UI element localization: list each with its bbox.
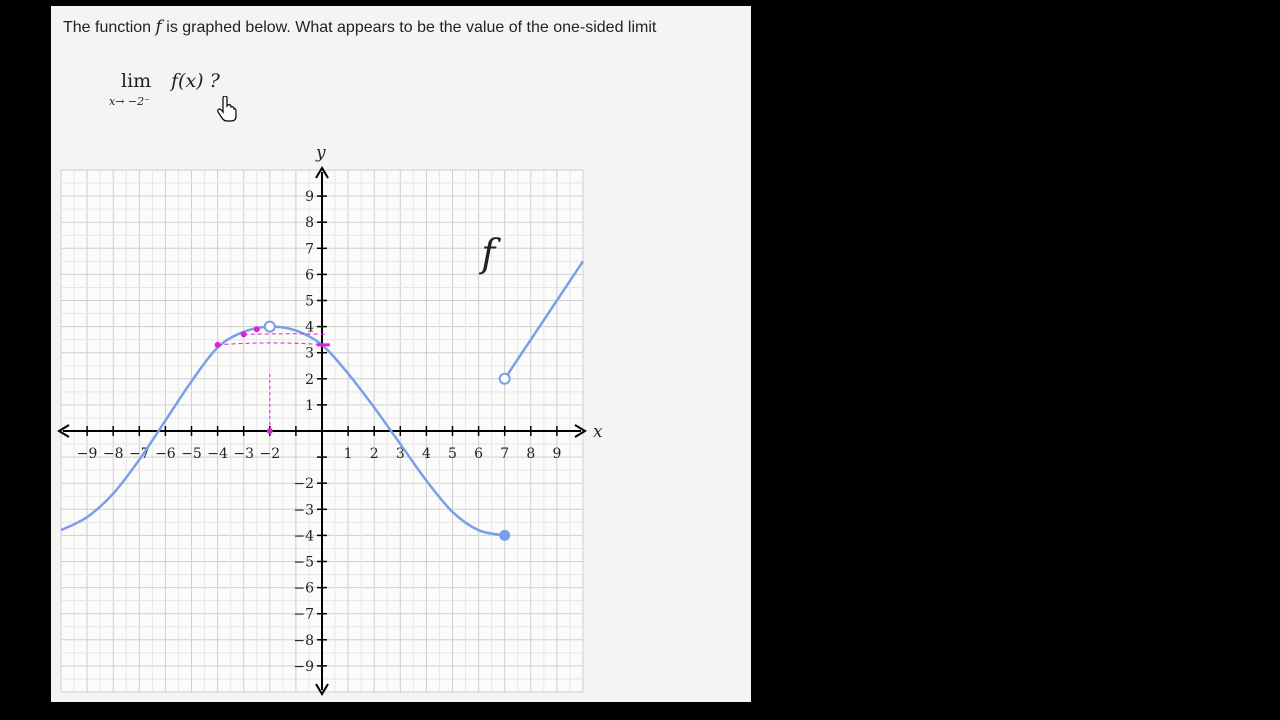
- annotation-point: [214, 341, 221, 348]
- graph-axes: [57, 166, 587, 696]
- y-tick-label: −6: [293, 581, 314, 597]
- graph-curves: [60, 260, 585, 537]
- x-tick-label: 8: [526, 446, 535, 462]
- y-tick-label: 5: [305, 294, 314, 310]
- x-axis-arrow-left-icon: [57, 424, 70, 438]
- x-tick-label: 7: [500, 446, 509, 462]
- y-tick-label: −5: [293, 555, 314, 571]
- x-axis-label: x: [593, 422, 603, 442]
- question-prefix: The function: [63, 19, 152, 36]
- limit-lim: lim: [121, 70, 152, 92]
- hand-cursor-icon: [217, 96, 237, 122]
- graph-annotations: [214, 326, 330, 434]
- graph-ticks: −9 −8 −7 −6 −5 −4 −3 −2 1 2 3 4 5 6 7 8 9 9 8 7 6 5 4 3 2 1 −2 −3 −4…: [77, 189, 562, 675]
- x-tick-label: 1: [344, 446, 353, 462]
- x-tick-label: 2: [370, 446, 379, 462]
- limit-expression: lim x→ −2⁻ f(x) ?: [107, 70, 247, 120]
- function-symbol: f: [155, 17, 162, 37]
- y-tick-label: −8: [293, 633, 314, 649]
- closed-point: [499, 529, 511, 541]
- y-tick-label: 1: [305, 398, 314, 414]
- function-graph: −9 −8 −7 −6 −5 −4 −3 −2 1 2 3 4 5 6 7 8 9 9 8 7 6 5 4 3 2 1 −2 −3 −4…: [57, 143, 603, 696]
- x-tick-label: 9: [552, 446, 561, 462]
- y-tick-label: 4: [305, 320, 314, 336]
- function-curve-left: [60, 325, 505, 537]
- y-tick-label: −9: [293, 659, 314, 675]
- annotation-dash-upper: [243, 333, 328, 335]
- y-axis-arrow-up-icon: [315, 166, 329, 179]
- x-tick-label: −2: [259, 446, 280, 462]
- annotation-point: [266, 428, 273, 434]
- y-tick-label: −3: [293, 502, 314, 518]
- y-tick-label: 7: [305, 241, 314, 257]
- x-axis-arrow-right-icon: [574, 424, 587, 438]
- y-tick-label: 2: [305, 372, 314, 388]
- y-tick-label: −7: [293, 607, 314, 623]
- graph-points: [263, 320, 511, 541]
- x-tick-label: 6: [474, 446, 483, 462]
- y-tick-label: 6: [305, 267, 314, 283]
- x-tick-label: 3: [396, 446, 405, 462]
- y-tick-label: 3: [305, 346, 314, 362]
- x-tick-label: −3: [233, 446, 254, 462]
- x-tick-label: −5: [181, 446, 202, 462]
- limit-function: f(x) ?: [171, 70, 220, 92]
- y-tick-label: 9: [305, 189, 314, 205]
- y-tick-label: 8: [305, 215, 314, 231]
- question-suffix: is graphed below. What appears to be the…: [166, 19, 657, 36]
- limit-subscript: x→ −2⁻: [109, 95, 150, 108]
- function-curve-right: [503, 260, 585, 380]
- open-point: [263, 320, 276, 333]
- x-tick-label: 4: [422, 446, 431, 462]
- x-tick-label: −6: [155, 446, 176, 462]
- x-tick-label: −9: [77, 446, 98, 462]
- y-axis-label: y: [315, 143, 326, 163]
- y-tick-label: −2: [293, 476, 314, 492]
- x-tick-label: −4: [207, 446, 228, 462]
- x-tick-label: −7: [129, 446, 150, 462]
- question-panel: The function f is graphed below. What ap…: [51, 6, 751, 702]
- question-text: The function f is graphed below. What ap…: [63, 17, 656, 37]
- annotation-point: [240, 331, 247, 338]
- open-point: [498, 372, 511, 385]
- x-tick-label: 5: [448, 446, 457, 462]
- y-axis-arrow-down-icon: [315, 683, 329, 696]
- y-tick-label: −4: [293, 528, 314, 544]
- annotation-point: [253, 326, 260, 333]
- x-tick-label: −8: [103, 446, 124, 462]
